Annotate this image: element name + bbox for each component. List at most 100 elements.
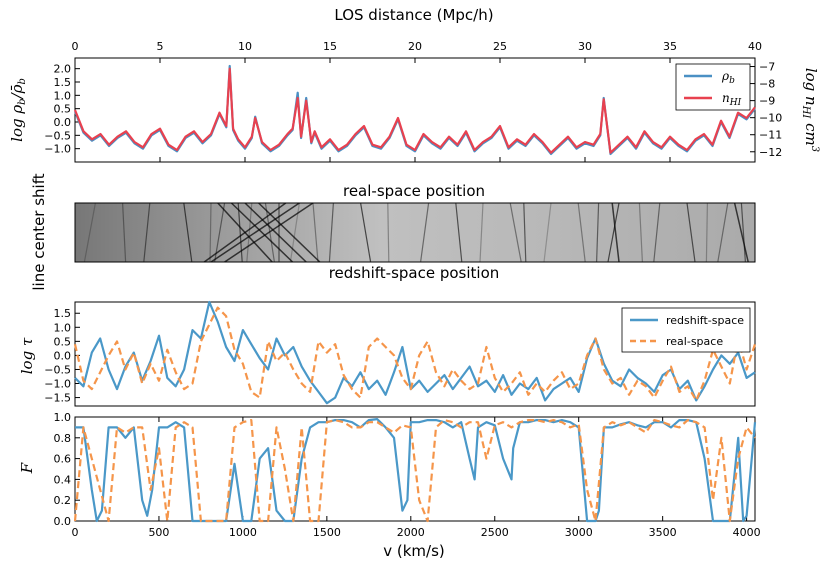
tau-series-0 xyxy=(74,300,756,405)
shift-streak-26 xyxy=(686,202,696,263)
tau-legend: redshift-space real-space xyxy=(621,307,751,353)
flux-tick-label-2: 0.6 xyxy=(54,453,72,466)
shift-streak-5 xyxy=(214,202,226,263)
shift-fan-8 xyxy=(733,202,749,263)
flux-xtick-label-7: 3500 xyxy=(649,526,677,539)
shift-side-label: line center shift xyxy=(30,173,48,290)
shift-streak-2 xyxy=(143,202,151,263)
tau-ylabel: log τ xyxy=(18,337,36,374)
density-series-lines xyxy=(73,64,756,156)
flux-tick-label-0: 1.0 xyxy=(54,411,72,424)
shift-streak-29 xyxy=(740,202,746,263)
density-right-tick-label-2: −9 xyxy=(759,95,775,108)
shift-heatmap xyxy=(74,202,756,263)
shift-streak-13 xyxy=(360,202,372,263)
shift-streak-17 xyxy=(479,202,484,263)
density-top-xtick-label-3: 15 xyxy=(323,40,337,53)
tau-tick-label-6: −1.5 xyxy=(44,392,71,405)
density-right-tick-label-1: −8 xyxy=(759,78,775,91)
flux-xtick-label-0: 0 xyxy=(72,526,79,539)
shift-panel: real-space position redshift-space posit… xyxy=(30,173,756,291)
density-left-tick-label-4: 0.0 xyxy=(54,116,72,129)
shift-streak-21 xyxy=(577,202,586,263)
density-top-xtick-label-7: 35 xyxy=(663,40,677,53)
svg-text:log ρb/ρ̄b: log ρb/ρ̄b xyxy=(8,78,28,142)
flux-xtick-label-4: 2000 xyxy=(397,526,425,539)
shift-fan-6 xyxy=(224,202,314,263)
flux-ylabel: F xyxy=(18,462,36,474)
density-top-xtick-label-2: 10 xyxy=(238,40,252,53)
shift-streak-14 xyxy=(387,202,390,263)
shift-streak-15 xyxy=(420,202,430,263)
shift-fan-3 xyxy=(258,202,321,263)
density-top-xtick-label-4: 20 xyxy=(408,40,422,53)
shift-streak-12 xyxy=(328,202,334,263)
shift-fan-4 xyxy=(203,202,287,263)
shift-streak-0 xyxy=(83,202,96,263)
shift-streak-27 xyxy=(705,202,708,263)
density-top-xtick-label-0: 0 xyxy=(72,40,79,53)
shift-streak-4 xyxy=(209,202,212,263)
svg-text:log nHI cm3: log nHI cm3 xyxy=(800,68,820,152)
svg-text:log τ: log τ xyxy=(18,337,36,374)
tau-tick-label-5: −1.0 xyxy=(44,378,71,391)
density-right-tick-label-0: −7 xyxy=(759,61,775,74)
density-top-xtick-label-1: 5 xyxy=(157,40,164,53)
density-legend: ρb nHI xyxy=(675,63,751,111)
shift-streak-28 xyxy=(717,202,729,263)
density-legend-box xyxy=(675,63,751,111)
tau-tick-label-1: 1.0 xyxy=(54,321,72,334)
flux-series-lines xyxy=(73,418,757,523)
flux-series-1 xyxy=(73,419,756,523)
tau-panel: 1.51.00.50.0−0.5 −1.0−1.5 log τ redshift-… xyxy=(18,300,757,407)
flux-xtick-label-1: 500 xyxy=(148,526,169,539)
density-left-tick-label-2: 1.0 xyxy=(54,89,72,102)
density-left-tick-label-0: 2.0 xyxy=(54,63,72,76)
density-plot-frame xyxy=(74,57,756,163)
shift-heatmap-streaks xyxy=(83,202,749,263)
density-top-xtick-label-8: 40 xyxy=(748,40,762,53)
density-ylabel: log ρb/ρ̄b xyxy=(8,78,28,142)
flux-xlabel: v (km/s) xyxy=(383,542,445,560)
flux-xtick-label-5: 2500 xyxy=(481,526,509,539)
legend-label-real: real-space xyxy=(666,335,723,348)
flux-xtick-label-6: 3000 xyxy=(565,526,593,539)
flux-panel: 1.0 0.8 0.6 0.4 0.2 0.0 0 500 1000 1500 2000 2500 3… xyxy=(18,411,761,560)
flux-xtick-label-8: 4000 xyxy=(733,526,761,539)
density-left-tick-label-3: 0.5 xyxy=(54,103,72,116)
svg-text:line center shift: line center shift xyxy=(30,173,48,290)
density-series-1 xyxy=(73,67,756,154)
flux-tick-label-1: 0.8 xyxy=(54,432,72,445)
shift-streak-7 xyxy=(246,202,253,263)
flux-tick-label-4: 0.2 xyxy=(54,494,72,507)
tau-plot-frame xyxy=(74,301,756,407)
shift-fan-7 xyxy=(611,202,620,263)
density-right-tick-label-5: −12 xyxy=(759,146,782,159)
shift-streak-23 xyxy=(607,202,620,263)
shift-streak-20 xyxy=(543,202,552,263)
tau-tick-labels: 1.51.00.50.0−0.5 −1.0−1.5 xyxy=(44,307,80,405)
tau-series-lines xyxy=(73,300,757,405)
flux-series-0 xyxy=(75,418,757,523)
shift-streak-11 xyxy=(312,202,319,263)
legend-label-redshift: redshift-space xyxy=(666,314,744,327)
flux-xtick-label-3: 1500 xyxy=(313,526,341,539)
flux-tick-label-5: 0.0 xyxy=(54,515,72,528)
shift-streak-25 xyxy=(653,202,661,263)
density-top-xtick-label-6: 30 xyxy=(578,40,592,53)
density-ylabel-right: log nHI cm3 xyxy=(800,68,820,152)
density-right-tick-label-4: −11 xyxy=(759,129,782,142)
flux-plot-frame xyxy=(74,416,756,522)
tau-legend-box xyxy=(621,307,751,353)
shift-streak-1 xyxy=(122,202,127,263)
top-axis-title: LOS distance (Mpc/h) xyxy=(334,6,493,24)
shift-streak-19 xyxy=(523,202,527,263)
shift-fan-1 xyxy=(230,202,294,263)
tau-tick-label-0: 1.5 xyxy=(54,307,72,320)
shift-bottom-label: redshift-space position xyxy=(329,264,500,282)
density-top-xtick-label-5: 25 xyxy=(493,40,507,53)
flux-tick-label-3: 0.4 xyxy=(54,473,72,486)
density-right-tick-labels: −7 −8 −9 −10 −11 −12 xyxy=(750,61,782,159)
flux-xtick-label-2: 1000 xyxy=(229,526,257,539)
